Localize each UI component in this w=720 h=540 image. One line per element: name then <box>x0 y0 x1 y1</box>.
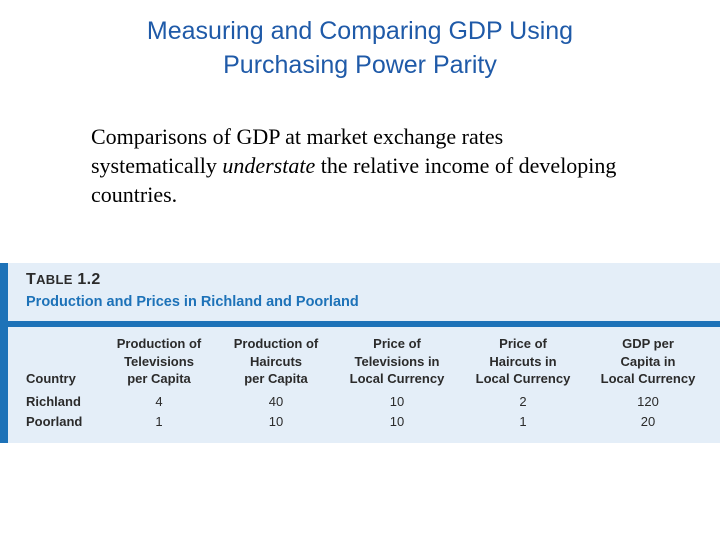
column-header-line: Haircuts <box>249 353 303 369</box>
column-header-country: Country <box>26 335 116 388</box>
table-cell: 40 <box>268 394 284 409</box>
slide-title-line-2: Purchasing Power Parity <box>223 51 497 79</box>
table-cell: 10 <box>268 414 284 429</box>
table-row-label: Poorland <box>26 414 83 429</box>
table-number: TABLE 1.2 <box>26 271 101 289</box>
body-line-2-start: systematically <box>91 153 223 178</box>
table-cell: 120 <box>637 394 659 409</box>
table-cell: 10 <box>389 414 405 429</box>
column-header-line: Price of <box>373 336 421 351</box>
column-header-line: Production of <box>233 336 319 351</box>
column-header-tv-price: Price of Televisions in Local Currency <box>337 335 457 388</box>
column-header-line: Production of <box>116 336 202 351</box>
column-header-line: Price of <box>499 336 547 351</box>
table-cell: 4 <box>155 394 163 409</box>
table-cell: 2 <box>519 394 527 409</box>
column-header-line: Capita in <box>620 353 676 369</box>
table-row-label: Richland <box>26 394 81 409</box>
table-divider <box>8 321 720 327</box>
column-header-line: Country <box>26 371 76 386</box>
column-header-line: Televisions <box>124 353 194 369</box>
column-header-haircut-production: Production of Haircuts per Capita <box>216 335 336 388</box>
body-line-1: Comparisons of GDP at market exchange ra… <box>91 124 504 149</box>
column-header-line: Haircuts in <box>489 353 557 369</box>
column-header-tv-production: Production of Televisions per Capita <box>99 335 219 388</box>
column-header-gdp-per-capita: GDP per Capita in Local Currency <box>588 335 708 388</box>
table-number-value: 1.2 <box>77 271 101 288</box>
body-emphasis-understate: understate <box>222 153 316 178</box>
slide-title-line-1: Measuring and Comparing GDP Using <box>146 17 574 45</box>
data-table: TABLE 1.2 Production and Prices in Richl… <box>0 263 720 443</box>
column-header-line: Local Currency <box>475 371 571 386</box>
body-line-3: countries. <box>91 182 178 207</box>
column-header-haircut-price: Price of Haircuts in Local Currency <box>463 335 583 388</box>
column-header-line: per Capita <box>127 371 191 386</box>
column-header-line: GDP per <box>622 336 674 351</box>
column-header-line: Local Currency <box>349 371 445 386</box>
column-header-line: per Capita <box>244 371 308 386</box>
table-cell: 1 <box>519 414 527 429</box>
table-accent-bar <box>0 263 8 443</box>
table-cell: 1 <box>155 414 163 429</box>
table-cell: 20 <box>640 414 656 429</box>
slide-title: Measuring and Comparing GDP Using Purcha… <box>60 14 660 82</box>
table-cell: 10 <box>389 394 405 409</box>
table-header-area: TABLE 1.2 Production and Prices in Richl… <box>8 263 720 321</box>
table-caption: Production and Prices in Richland and Po… <box>26 294 359 310</box>
body-line-2: systematically understate the relative i… <box>91 151 691 180</box>
body-paragraph: Comparisons of GDP at market exchange ra… <box>91 122 691 209</box>
body-line-2-end: the relative income of developing <box>315 153 617 178</box>
table-number-smallcaps: ABLE <box>36 272 73 287</box>
column-header-line: Local Currency <box>600 371 696 386</box>
table-number-initial: T <box>26 271 37 288</box>
column-header-line: Televisions in <box>354 353 440 369</box>
